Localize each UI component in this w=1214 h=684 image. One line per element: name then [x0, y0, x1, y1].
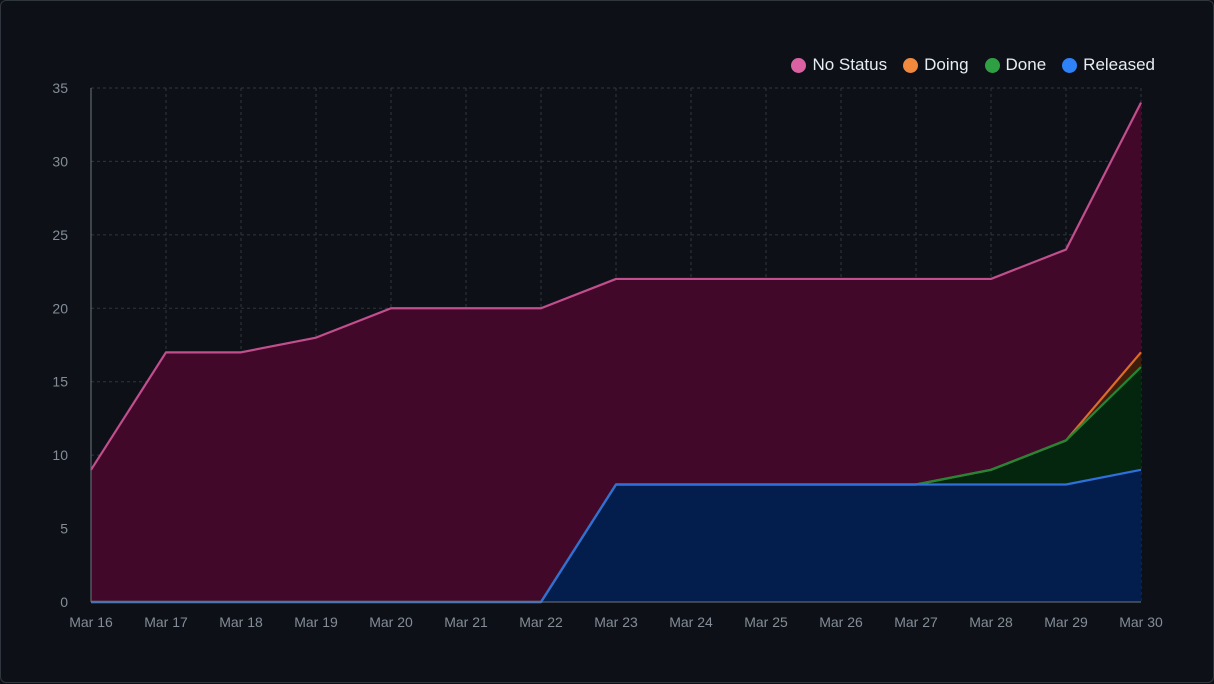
series-line-no-status	[90, 102, 1142, 471]
y-tick-label: 0	[60, 594, 68, 610]
x-tick-label: Mar 23	[594, 614, 638, 630]
x-tick-label: Mar 25	[744, 614, 788, 630]
y-tick-label: 25	[52, 227, 68, 243]
area-released	[91, 469, 1141, 602]
legend-swatch	[1062, 57, 1078, 73]
legend-item-released[interactable]: Released	[1062, 55, 1155, 75]
y-tick-label: 35	[52, 80, 68, 96]
legend-item-no-status[interactable]: No Status	[791, 55, 887, 75]
x-tick-label: Mar 18	[219, 614, 263, 630]
chart-legend: No Status Doing Done Released	[791, 55, 1155, 75]
legend-swatch	[791, 57, 807, 73]
legend-label: No Status	[812, 55, 888, 74]
y-tick-label: 30	[52, 153, 68, 169]
x-tick-label: Mar 26	[819, 614, 863, 630]
x-tick-label: Mar 28	[969, 614, 1013, 630]
y-tick-label: 20	[52, 300, 68, 316]
area-no-status	[91, 102, 1141, 602]
x-tick-label: Mar 29	[1044, 614, 1088, 630]
x-tick-label: Mar 16	[69, 614, 113, 630]
legend-label: Done	[1005, 55, 1047, 74]
x-tick-label: Mar 19	[294, 614, 338, 630]
y-tick-label: 15	[52, 374, 68, 390]
y-tick-label: 5	[60, 521, 68, 537]
x-tick-label: Mar 30	[1119, 614, 1163, 630]
legend-item-doing[interactable]: Doing	[903, 55, 969, 75]
x-tick-label: Mar 27	[894, 614, 938, 630]
x-tick-label: Mar 20	[369, 614, 413, 630]
legend-label: Doing	[924, 55, 969, 74]
legend-swatch	[984, 57, 1000, 73]
x-tick-label: Mar 24	[669, 614, 713, 630]
x-tick-label: Mar 21	[444, 614, 488, 630]
legend-label: Released	[1083, 55, 1155, 74]
x-tick-label: Mar 22	[519, 614, 563, 630]
legend-item-done[interactable]: Done	[984, 55, 1047, 75]
legend-swatch	[903, 57, 919, 73]
y-tick-label: 10	[52, 447, 68, 463]
x-tick-label: Mar 17	[144, 614, 188, 630]
